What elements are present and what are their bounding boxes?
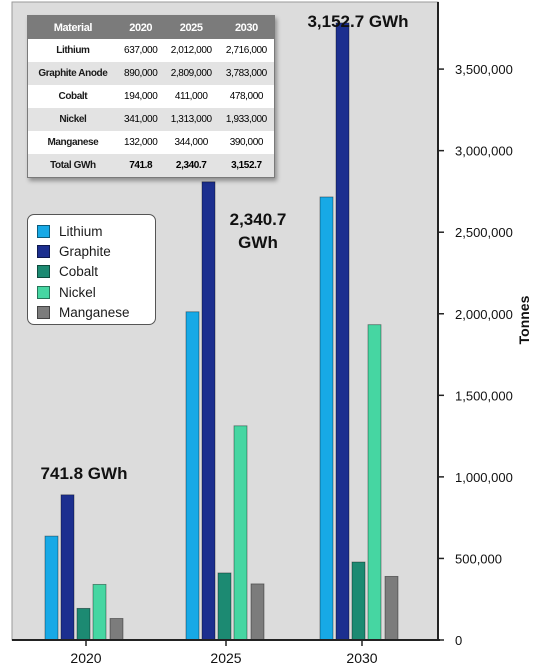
bar-nickel-2030 — [367, 324, 382, 641]
y-tick-label: 0 — [455, 633, 462, 648]
table-cell-material: Lithium — [56, 45, 90, 56]
bar-graphite-2020 — [60, 494, 75, 641]
table-cell-2020: 890,000 — [117, 62, 164, 85]
annotation-2020-total: 741.8 GWh — [41, 464, 128, 483]
table-cell-2030: 2,716,000 — [225, 45, 267, 56]
table-row: Lithium 637,000 2,012,000 2,716,000 — [28, 39, 275, 62]
table-row: Graphite Anode 890,000 2,809,000 3,783,0… — [27, 62, 275, 85]
y-ticks: 0 500,000 1,000,000 1,500,000 2,000,000 2,500… — [438, 62, 513, 648]
table-header-row: Material 2020 2025 2030 — [27, 15, 275, 39]
annotation-2030-total: 3,152.7 GWh — [307, 12, 408, 31]
table-total-row: Total GWh 741.8 2,340.7 3,152.7 — [27, 154, 275, 178]
bar-cobalt-2020 — [76, 607, 91, 641]
bar-cobalt-2030 — [351, 561, 366, 641]
table-cell-2030: 1,933,000 — [218, 108, 275, 131]
legend-swatch — [37, 285, 50, 299]
table-cell-material: Manganese — [47, 137, 99, 148]
legend-swatch — [37, 305, 50, 319]
y-tick-label: 2,000,000 — [455, 307, 513, 322]
bar-graphite-2030 — [335, 22, 350, 641]
bar-manganese-2025 — [250, 583, 265, 641]
y-tick-label: 3,500,000 — [455, 62, 513, 77]
x-tick-label-2020: 2020 — [70, 650, 101, 666]
legend-item-cobalt: Cobalt — [37, 262, 155, 282]
legend-item-lithium: Lithium — [37, 221, 155, 241]
legend-swatch — [37, 265, 50, 279]
bar-graphite-2025 — [201, 181, 216, 641]
y-tick-label: 1,500,000 — [455, 388, 513, 403]
annotation-2025-total-unit: GWh — [238, 233, 278, 252]
materials-table: Material 2020 2025 2030 Lithium 637,000 … — [27, 15, 275, 178]
legend-item-nickel: Nickel — [37, 282, 155, 302]
table-cell-2030: 478,000 — [229, 91, 264, 102]
table-cell-2025: 344,000 — [174, 137, 209, 148]
table-cell-material: Graphite Anode — [27, 62, 118, 85]
table-cell-2030: 390,000 — [229, 137, 264, 148]
y-axis-label: Tonnes — [516, 295, 532, 344]
legend-label: Graphite — [59, 243, 111, 259]
legend-label: Lithium — [59, 223, 103, 239]
x-tick-label-2025: 2025 — [210, 650, 241, 666]
chart-legend: Lithium Graphite Cobalt Nickel Manganese — [27, 214, 156, 325]
legend-label: Manganese — [59, 304, 130, 320]
table-row: Manganese 132,000 344,000 390,000 — [28, 131, 275, 154]
legend-item-manganese: Manganese — [37, 302, 155, 322]
table-header-2025: 2025 — [163, 15, 219, 39]
table-cell-material: Total GWh — [27, 154, 118, 178]
y-tick-label: 1,000,000 — [455, 470, 513, 485]
table-cell-2025: 2,012,000 — [170, 45, 212, 56]
y-tick-label: 3,000,000 — [455, 144, 513, 159]
table-cell-2020: 132,000 — [124, 137, 158, 148]
bar-manganese-2020 — [109, 618, 124, 641]
y-tick-label: 2,500,000 — [455, 225, 513, 240]
table-header-2030: 2030 — [218, 15, 275, 39]
legend-label: Cobalt — [59, 264, 99, 280]
table-cell-2020: 341,000 — [117, 108, 164, 131]
legend-label: Nickel — [59, 284, 96, 300]
table-cell-2020: 741.8 — [117, 154, 164, 178]
table-header-2020: 2020 — [117, 15, 164, 39]
bar-cobalt-2025 — [217, 572, 232, 641]
table-cell-material: Nickel — [27, 108, 118, 131]
table-cell-2025: 411,000 — [174, 91, 208, 102]
x-ticks: 2020 2025 2030 — [70, 640, 378, 666]
bar-nickel-2020 — [92, 583, 107, 641]
legend-item-graphite: Graphite — [37, 241, 155, 261]
table-header-material: Material — [27, 15, 118, 39]
table-cell-2025: 1,313,000 — [163, 108, 219, 131]
bars — [44, 22, 399, 641]
bar-manganese-2030 — [384, 575, 399, 641]
bar-lithium-2020 — [44, 535, 59, 641]
table-row: Cobalt 194,000 411,000 478,000 — [28, 85, 275, 108]
table-cell-2020: 194,000 — [124, 91, 158, 102]
table-row: Nickel 341,000 1,313,000 1,933,000 — [27, 108, 275, 131]
y-tick-label: 500,000 — [455, 551, 502, 566]
legend-swatch — [37, 244, 50, 258]
table-cell-2025: 2,340.7 — [163, 154, 219, 178]
legend-swatch — [37, 224, 50, 238]
table-cell-material: Cobalt — [58, 91, 88, 102]
bar-nickel-2025 — [233, 425, 248, 641]
x-tick-label-2030: 2030 — [346, 650, 377, 666]
table-cell-2025: 2,809,000 — [163, 62, 219, 85]
bar-lithium-2030 — [319, 196, 334, 641]
bar-lithium-2025 — [185, 311, 200, 641]
table-cell-2030: 3,783,000 — [218, 62, 275, 85]
table-cell-2030: 3,152.7 — [218, 154, 275, 178]
table-cell-2020: 637,000 — [124, 45, 158, 56]
annotation-2025-total-value: 2,340.7 — [230, 210, 287, 229]
